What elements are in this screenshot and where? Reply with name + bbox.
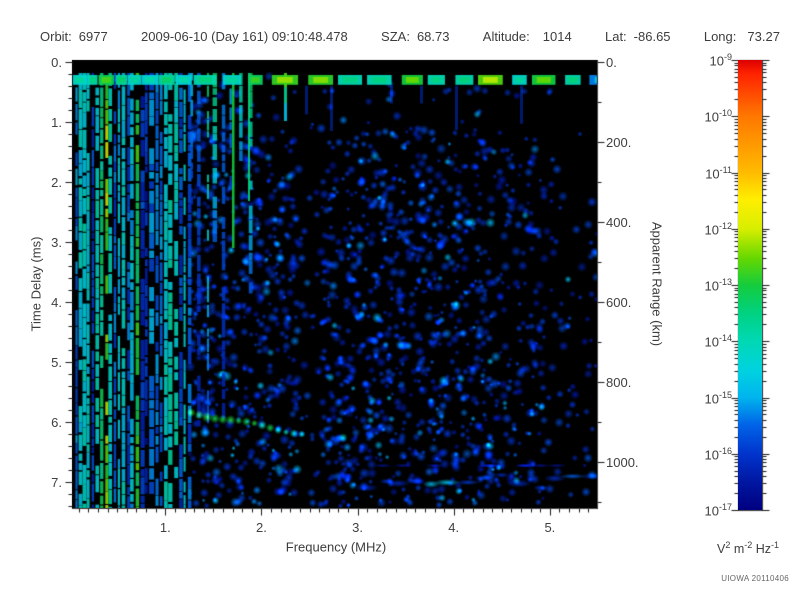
datetime-field: 2009-06-10 (Day 161) 09:10:48.478: [141, 29, 348, 44]
x-tick-label: 5.: [544, 520, 556, 535]
y-tick-label: 7.: [51, 474, 62, 490]
y2-tick-label: 200.: [606, 134, 632, 150]
colorbar-tick-label: 10-10: [704, 108, 732, 125]
credit-text: UIOWA 20110406: [721, 574, 789, 583]
colorbar-tick-label: 10-14: [704, 333, 732, 350]
y2-tick-label: 600.: [606, 294, 632, 310]
orbit-value: 6977: [78, 29, 108, 44]
colorbar-tick-label: 10-17: [704, 502, 732, 519]
long-label: Long:: [703, 29, 737, 44]
lat-field: Lat: -86.65: [605, 29, 671, 44]
y-axis-title: Time Delay (ms): [28, 236, 44, 332]
y-tick-label: 3.: [51, 234, 62, 250]
y2-tick-label: 400.: [606, 214, 632, 230]
x-tick-label: 2.: [256, 520, 267, 535]
x-tick-label: 4.: [448, 520, 460, 535]
sza-value: 68.73: [416, 29, 450, 44]
y-tick-label: 0.: [51, 54, 62, 70]
header-info: Orbit: 6977 2009-06-10 (Day 161) 09:10:48…: [40, 29, 780, 44]
colorbar-tick-label: 10-15: [704, 389, 732, 406]
lat-label: Lat:: [604, 29, 627, 44]
colorbar-units: V2 m-2 Hz-1: [716, 540, 780, 557]
y2-axis-title: Apparent Range (km): [649, 221, 665, 347]
colorbar-tick-label: 10-16: [704, 445, 732, 463]
colorbar-tick-label: 10-11: [705, 164, 732, 181]
y2-tick-label: 800.: [606, 374, 632, 390]
colorbar-tick-label: 10-12: [704, 220, 732, 238]
y-tick-label: 2.: [51, 174, 62, 190]
sza-field: SZA: 68.73: [381, 29, 449, 44]
spectrogram-plot: [72, 60, 597, 508]
long-value: 73.27: [747, 29, 780, 44]
x-tick-label: 3.: [352, 520, 363, 535]
y-tick-label: 6.: [51, 414, 62, 430]
x-axis-title: Frequency (MHz): [285, 539, 387, 555]
lat-value: -86.65: [633, 29, 671, 44]
y2-tick-label: 0.: [606, 54, 617, 70]
colorbar-tick-label: 10-13: [704, 277, 732, 294]
y-tick-label: 4.: [51, 294, 62, 310]
altitude-field: Altitude: 1014: [483, 29, 572, 44]
datetime-value: 2009-06-10 (Day 161) 09:10:48.478: [141, 29, 348, 44]
sza-label: SZA:: [381, 29, 410, 44]
y2-tick-label: 1000.: [606, 454, 639, 470]
long-field: Long: 73.27: [704, 29, 780, 44]
orbit-label: Orbit:: [40, 29, 72, 44]
orbit-field: Orbit: 6977: [40, 29, 108, 44]
altitude-label: Altitude:: [482, 29, 530, 44]
x-tick-label: 1.: [159, 520, 171, 535]
y-tick-label: 1.: [51, 114, 62, 130]
colorbar-tick-label: 10-9: [709, 52, 732, 69]
altitude-value: 1014: [542, 29, 572, 44]
y-tick-label: 5.: [51, 354, 62, 370]
colorbar: [738, 60, 762, 510]
